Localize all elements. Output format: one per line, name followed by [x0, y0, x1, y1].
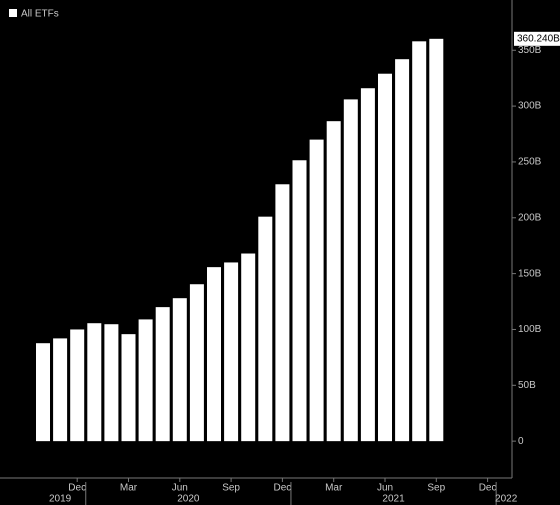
x-tick-label: Sep: [427, 483, 445, 494]
bar: [258, 216, 273, 442]
bar: [36, 343, 50, 442]
bar: [412, 41, 427, 442]
y-tick-label: 150B: [518, 268, 542, 279]
bar: [292, 160, 307, 442]
x-tick-label: Mar: [120, 483, 138, 494]
x-tick-label: Dec: [274, 483, 292, 494]
value-label: 360.240B: [517, 33, 560, 44]
x-tick-label: Sep: [222, 483, 240, 494]
y-tick-label: 50B: [518, 380, 536, 391]
x-tick-label: Jun: [172, 483, 188, 494]
bar: [70, 329, 85, 442]
bar: [326, 121, 341, 442]
bar: [429, 38, 444, 442]
bar: [155, 307, 170, 442]
y-tick-label: 200B: [518, 212, 542, 223]
year-label: 2021: [382, 494, 405, 505]
bar: [343, 99, 358, 442]
legend-label: All ETFs: [21, 9, 59, 20]
bar: [104, 324, 119, 442]
bar: [207, 267, 221, 442]
bar: [395, 59, 410, 442]
x-tick-label: Mar: [325, 483, 343, 494]
bar: [378, 73, 392, 442]
y-tick-label: 300B: [518, 101, 542, 112]
bar: [121, 334, 136, 442]
x-tick-label: Jun: [377, 483, 393, 494]
bar: [360, 88, 375, 442]
bar: [172, 298, 187, 442]
x-tick-label: Dec: [68, 483, 86, 494]
bar: [87, 323, 102, 442]
legend-swatch: [9, 9, 17, 17]
bar: [138, 319, 153, 442]
bar: [53, 338, 68, 442]
year-label: 2020: [177, 494, 200, 505]
y-tick-label: 100B: [518, 324, 542, 335]
bar: [241, 253, 256, 442]
bar: [189, 284, 204, 442]
bar: [224, 262, 239, 442]
year-label: 2019: [49, 494, 72, 505]
bar: [275, 184, 290, 442]
x-tick-label: Dec: [479, 483, 497, 494]
bar: [309, 139, 324, 442]
year-label: 2022: [495, 494, 518, 505]
y-tick-label: 250B: [518, 157, 542, 168]
value-label-box: [514, 31, 560, 46]
y-tick-label: 350B: [518, 45, 542, 56]
y-tick-label: 0: [518, 436, 524, 447]
